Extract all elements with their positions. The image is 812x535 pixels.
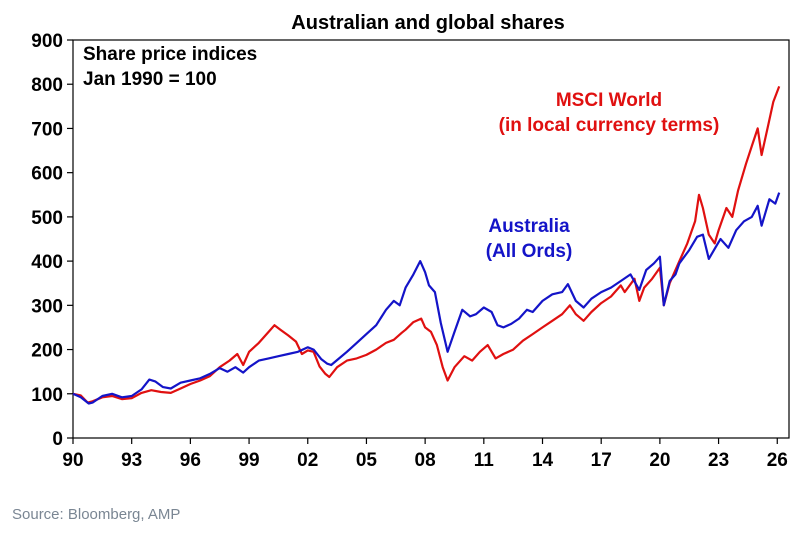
x-tick-label: 96 [180,450,201,471]
x-tick-label: 20 [649,450,670,471]
australia-label-line-2: (All Ords) [486,241,573,262]
x-tick-label: 93 [121,450,142,471]
australia-label-line-1: Australia [488,216,570,237]
x-tick-label: 02 [297,450,318,471]
line-chart: Australian and global shares 0 100 200 300 4… [31,12,790,471]
series-layer [72,86,781,405]
msci-world-label-line-2: (in local currency terms) [499,115,720,136]
annotation-line-1: Share price indices [83,44,257,65]
y-tick-label: 800 [31,75,63,96]
x-tick-label: 99 [238,450,259,471]
x-tick-label: 23 [708,450,729,471]
annotation-line-2: Jan 1990 = 100 [83,69,217,90]
x-tick-label: 26 [767,450,788,471]
x-tick-label: 90 [62,450,83,471]
x-axis: 90 93 96 99 02 05 08 11 14 17 20 23 26 [62,438,788,471]
y-axis: 0 100 200 300 400 500 600 700 800 900 [31,31,73,450]
x-tick-label: 17 [591,450,612,471]
y-tick-label: 700 [31,119,63,140]
chart-title: Australian and global shares [291,12,564,34]
y-tick-label: 400 [31,252,63,273]
y-tick-label: 0 [52,429,63,450]
plot-area [72,39,790,439]
y-tick-label: 200 [31,341,63,362]
source-note: Source: Bloomberg, AMP [12,506,181,523]
series-line-australia-all-ords [72,192,781,405]
y-tick-label: 900 [31,31,63,52]
x-tick-label: 05 [356,450,378,471]
msci-world-label-line-1: MSCI World [556,90,662,111]
x-tick-label: 14 [532,450,554,471]
y-tick-label: 100 [31,385,63,406]
y-tick-label: 500 [31,208,63,229]
x-tick-label: 11 [474,450,495,471]
y-tick-label: 600 [31,164,63,185]
y-tick-label: 300 [31,296,63,317]
x-tick-label: 08 [415,450,436,471]
